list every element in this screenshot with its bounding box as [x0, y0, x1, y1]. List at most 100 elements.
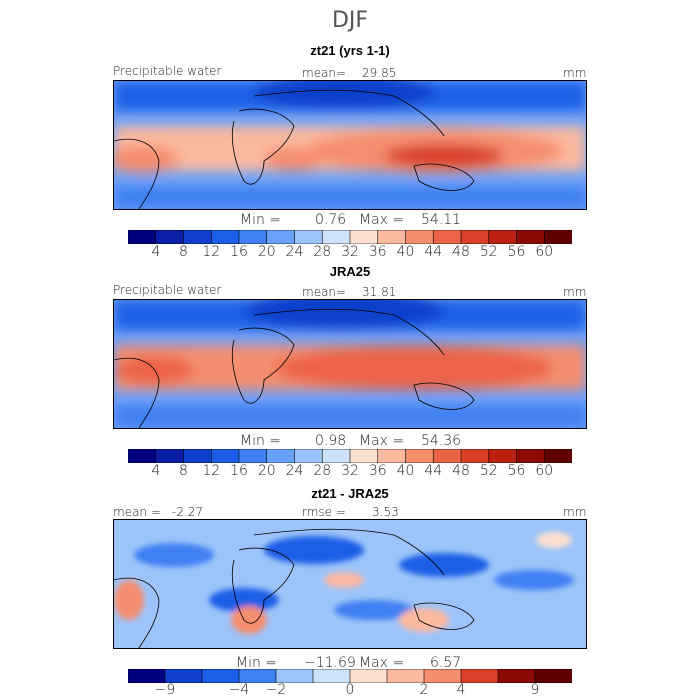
- colorbar-swatch: [275, 669, 314, 683]
- colorbar-swatch: [128, 449, 157, 463]
- panel-1-units: mm: [563, 66, 587, 80]
- panel-2-colorbar-ticks: 4 8 12 16 20 24 28 32 36 40 44 48 52 56 60: [128, 463, 572, 481]
- colorbar-swatch: [210, 449, 240, 463]
- map-2-warm-pool: [274, 346, 554, 390]
- panel-2-map-svg: [114, 300, 586, 428]
- colorbar-tick-label: 52: [479, 463, 498, 479]
- colorbar-swatch: [321, 230, 351, 244]
- colorbar-tick-label: 8: [179, 244, 188, 260]
- colorbar-tick-label: 12: [202, 244, 221, 260]
- panel-1-mean-label: mean=: [302, 66, 347, 80]
- colorbar-swatch: [266, 449, 296, 463]
- colorbar-tick-label: 56: [507, 463, 526, 479]
- map-2-coastlines: [114, 308, 475, 428]
- colorbar-swatch: [155, 449, 185, 463]
- colorbar-swatch: [460, 669, 499, 683]
- colorbar-tick-label: 0: [345, 682, 355, 698]
- colorbar-tick-label: 44: [424, 463, 443, 479]
- colorbar-tick-label: 28: [313, 244, 332, 260]
- colorbar-tick-label: 36: [368, 244, 387, 260]
- colorbar-tick-label: 2: [419, 682, 429, 698]
- colorbar-swatch: [349, 230, 379, 244]
- panel-2-colorbar: [128, 449, 572, 463]
- panel-3-mean-value: -2.27: [172, 505, 204, 519]
- map-3-blob-5: [209, 588, 279, 612]
- panel-3-map-svg: [114, 520, 586, 648]
- colorbar-tick-label: 48: [452, 463, 470, 479]
- colorbar-swatch: [266, 230, 296, 244]
- colorbar-swatch: [128, 230, 157, 244]
- map-3-blob-4: [494, 570, 574, 590]
- panel-1-min-label: Min =: [240, 212, 282, 228]
- panel-2-min-label: Min =: [240, 433, 282, 449]
- panel-2-variable-label: Precipitable water: [113, 283, 222, 297]
- panel-3-colorbar: [128, 669, 572, 683]
- colorbar-swatch: [155, 230, 185, 244]
- panel-1-mean-value: 29.85: [362, 66, 397, 80]
- colorbar-swatch: [349, 669, 388, 683]
- map-3-blob-2: [264, 536, 364, 564]
- map-2-south-dry: [114, 405, 586, 428]
- map-1-south-dry: [114, 186, 586, 209]
- colorbar-swatch: [516, 449, 545, 463]
- panel-3-min-value: −11.69: [304, 655, 356, 671]
- colorbar-swatch: [238, 449, 268, 463]
- map-3-warm-3: [399, 608, 449, 632]
- map-3-blob-3: [399, 553, 489, 577]
- panel-3-units: mm: [563, 505, 587, 519]
- colorbar-swatch: [432, 230, 462, 244]
- colorbar-tick-label: 16: [230, 244, 248, 260]
- colorbar-swatch: [460, 230, 490, 244]
- panel-2-max-label: Max =: [359, 433, 405, 449]
- panel-1-colorbar: [128, 230, 572, 244]
- colorbar-swatch: [294, 449, 323, 463]
- colorbar-swatch: [210, 230, 240, 244]
- colorbar-tick-label: 28: [313, 463, 332, 479]
- panel-2-title: JRA25: [329, 264, 371, 279]
- colorbar-tick-label: 8: [179, 463, 188, 479]
- colorbar-tick-label: 4: [456, 682, 466, 698]
- colorbar-tick-label: 36: [368, 463, 387, 479]
- colorbar-tick-label: 20: [257, 463, 276, 479]
- colorbar-swatch: [405, 230, 434, 244]
- colorbar-tick-label: 20: [257, 244, 276, 260]
- colorbar-tick-label: 60: [535, 244, 554, 260]
- main-title: DJF: [331, 8, 369, 33]
- panel-3-max-value: 6.57: [430, 655, 462, 671]
- colorbar-swatch: [377, 230, 407, 244]
- colorbar-swatch: [349, 449, 379, 463]
- colorbar-tick-label: 12: [202, 463, 221, 479]
- map-3-blob-6: [334, 600, 414, 620]
- panel-3-map: [113, 519, 587, 649]
- colorbar-tick-label: 60: [535, 463, 554, 479]
- colorbar-tick-label: 32: [341, 244, 359, 260]
- colorbar-swatch: [128, 669, 166, 683]
- colorbar-tick-label: 24: [285, 244, 304, 260]
- panel-1-map: [113, 80, 587, 210]
- colorbar-swatch: [312, 669, 351, 683]
- panel-2-min-value: 0.98: [315, 433, 347, 449]
- colorbar-swatch: [497, 669, 536, 683]
- map-2-asia-dry: [244, 300, 444, 330]
- colorbar-swatch: [238, 230, 268, 244]
- map-1-coastlines: [114, 89, 475, 209]
- panel-1-colorbar-ticks: 4 8 12 16 20 24 28 32 36 40 44 48 52 56 60: [128, 244, 572, 262]
- map-3-warm-2: [231, 606, 267, 634]
- map-1-amazon: [114, 145, 179, 173]
- map-1-warm-core: [384, 144, 504, 168]
- colorbar-tick-label: 4: [151, 244, 161, 260]
- map-3-warm-1: [114, 580, 144, 620]
- colorbar-swatch: [516, 230, 545, 244]
- colorbar-tick-label: 32: [341, 463, 359, 479]
- colorbar-tick-label: 44: [424, 244, 443, 260]
- colorbar-swatch: [460, 449, 490, 463]
- colorbar-swatch: [423, 669, 462, 683]
- colorbar-tick-label: 56: [507, 244, 526, 260]
- colorbar-swatch: [405, 449, 434, 463]
- panel-3-title: zt21 - JRA25: [311, 486, 389, 501]
- colorbar-swatch: [543, 230, 572, 244]
- colorbar-swatch: [432, 449, 462, 463]
- panel-1-variable-label: Precipitable water: [113, 64, 222, 78]
- panel-1-min-value: 0.76: [315, 212, 347, 228]
- colorbar-tick-label: 40: [396, 463, 415, 479]
